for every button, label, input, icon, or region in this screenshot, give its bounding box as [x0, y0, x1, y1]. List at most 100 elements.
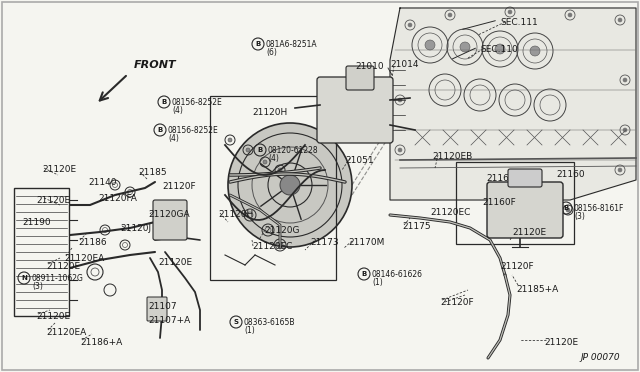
Text: 21120H: 21120H	[218, 210, 253, 219]
Text: B: B	[255, 41, 260, 47]
Text: B: B	[563, 205, 568, 211]
Text: 081A6-8251A: 081A6-8251A	[266, 40, 317, 49]
Text: 21185: 21185	[138, 168, 166, 177]
Text: 21120EC: 21120EC	[252, 242, 292, 251]
Text: 21107+A: 21107+A	[148, 316, 190, 325]
FancyBboxPatch shape	[346, 66, 374, 90]
Text: (6): (6)	[266, 48, 277, 57]
Text: 21120F: 21120F	[440, 298, 474, 307]
Circle shape	[566, 208, 570, 212]
Text: 21160: 21160	[556, 170, 584, 179]
Text: SEC.111: SEC.111	[500, 18, 538, 27]
Circle shape	[166, 216, 174, 224]
FancyBboxPatch shape	[147, 297, 167, 321]
Text: B: B	[157, 127, 163, 133]
Text: 21170M: 21170M	[348, 238, 385, 247]
Text: 21190: 21190	[22, 218, 51, 227]
Text: B: B	[257, 147, 262, 153]
Text: 08156-8252E: 08156-8252E	[168, 126, 219, 135]
Circle shape	[623, 128, 627, 132]
Text: (3): (3)	[574, 212, 585, 221]
Text: 21120E: 21120E	[512, 228, 546, 237]
Circle shape	[263, 160, 267, 164]
Text: 21185+A: 21185+A	[516, 285, 558, 294]
Text: 21160E: 21160E	[486, 174, 520, 183]
Text: 21010: 21010	[355, 62, 383, 71]
Text: S: S	[234, 319, 239, 325]
Text: JP 00070: JP 00070	[580, 353, 620, 362]
Text: 21175: 21175	[402, 222, 431, 231]
Circle shape	[425, 40, 435, 50]
Text: 21107: 21107	[148, 302, 177, 311]
Circle shape	[530, 46, 540, 56]
Text: 21173: 21173	[310, 238, 339, 247]
Text: 08146-61626: 08146-61626	[372, 270, 423, 279]
Circle shape	[344, 99, 356, 111]
FancyBboxPatch shape	[487, 182, 563, 238]
Circle shape	[623, 78, 627, 82]
Circle shape	[618, 18, 622, 22]
Bar	[14, 188, 69, 316]
Circle shape	[398, 148, 402, 152]
Text: 08156-8252E: 08156-8252E	[172, 98, 223, 107]
Circle shape	[568, 13, 572, 17]
Text: 21120E: 21120E	[158, 258, 192, 267]
Circle shape	[280, 175, 300, 195]
Bar	[210, 96, 336, 280]
Text: (1): (1)	[244, 326, 255, 335]
Text: SEC.110: SEC.110	[480, 45, 518, 54]
FancyBboxPatch shape	[508, 169, 542, 187]
Text: (3): (3)	[32, 282, 43, 291]
Text: 21120EB: 21120EB	[432, 152, 472, 161]
Text: 21120E: 21120E	[46, 262, 80, 271]
Text: 08911-1062G: 08911-1062G	[32, 274, 84, 283]
Bar	[456, 162, 574, 244]
Circle shape	[408, 23, 412, 27]
Text: (4): (4)	[168, 134, 179, 143]
Circle shape	[278, 168, 282, 172]
Text: 21120H: 21120H	[252, 108, 287, 117]
Text: 21120E: 21120E	[36, 312, 70, 321]
FancyBboxPatch shape	[317, 77, 393, 143]
Text: 21120GA: 21120GA	[148, 210, 189, 219]
Text: 21186+A: 21186+A	[80, 338, 122, 347]
Text: 21120E: 21120E	[42, 165, 76, 174]
Text: 21120EC: 21120EC	[430, 208, 470, 217]
Text: 21120F: 21120F	[500, 262, 534, 271]
Text: 21186: 21186	[78, 238, 107, 247]
Circle shape	[492, 200, 498, 206]
Circle shape	[460, 42, 470, 52]
Circle shape	[495, 44, 505, 54]
Circle shape	[618, 168, 622, 172]
Circle shape	[246, 148, 250, 152]
Text: 21120J: 21120J	[120, 224, 151, 233]
Circle shape	[228, 123, 352, 247]
Text: (4): (4)	[268, 154, 279, 163]
FancyBboxPatch shape	[153, 200, 187, 240]
Text: 21014: 21014	[390, 60, 419, 69]
Text: 21120G: 21120G	[264, 226, 300, 235]
Circle shape	[398, 98, 402, 102]
Text: 21120FA: 21120FA	[98, 194, 137, 203]
Circle shape	[508, 10, 512, 14]
Circle shape	[448, 13, 452, 17]
Text: (1): (1)	[372, 278, 383, 287]
Text: N: N	[21, 275, 27, 281]
Circle shape	[228, 138, 232, 142]
Circle shape	[492, 214, 498, 220]
Text: 21160F: 21160F	[482, 198, 516, 207]
Text: (4): (4)	[172, 106, 183, 115]
Polygon shape	[390, 8, 636, 200]
Text: 08363-6165B: 08363-6165B	[244, 318, 296, 327]
Text: 21120EA: 21120EA	[64, 254, 104, 263]
Text: 21120E: 21120E	[36, 196, 70, 205]
Text: FRONT: FRONT	[134, 60, 177, 70]
Text: 08120-61228: 08120-61228	[268, 146, 319, 155]
Text: 21120F: 21120F	[162, 182, 196, 191]
Text: B: B	[161, 99, 166, 105]
Text: 21120EA: 21120EA	[46, 328, 86, 337]
Text: 21120E: 21120E	[544, 338, 578, 347]
Text: 21140: 21140	[88, 178, 116, 187]
Text: B: B	[362, 271, 367, 277]
Text: 21051: 21051	[345, 156, 374, 165]
